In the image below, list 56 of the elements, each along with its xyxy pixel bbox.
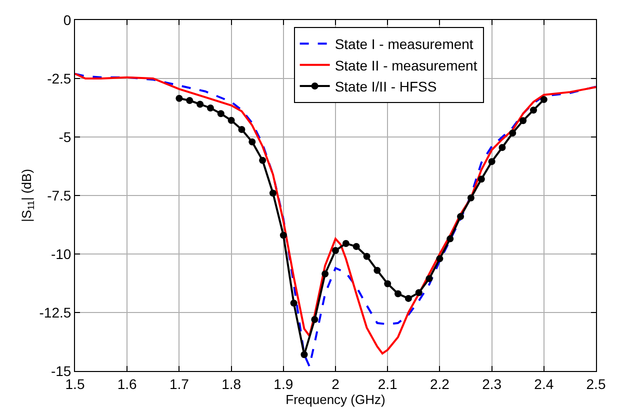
- y-tick-label: -12.5: [39, 304, 72, 320]
- point: [322, 270, 329, 278]
- point: [176, 94, 183, 102]
- point: [509, 130, 516, 137]
- x-tick-label: 1.7: [169, 376, 190, 392]
- point: [352, 243, 360, 250]
- point: [280, 232, 287, 239]
- x-tick-label: 2.2: [430, 376, 450, 392]
- point: [394, 290, 402, 298]
- point: [300, 351, 308, 358]
- point: [415, 289, 422, 296]
- point: [363, 252, 370, 260]
- point: [248, 138, 256, 146]
- y-tick-label: -10: [50, 246, 72, 262]
- point: [478, 176, 485, 183]
- x-axis-title: Frequency (GHz): [286, 392, 386, 407]
- point: [540, 96, 548, 104]
- x-tick-label: 2: [332, 376, 340, 392]
- y-tick-label: -7.5: [47, 187, 72, 204]
- point: [404, 294, 412, 302]
- point: [446, 235, 454, 242]
- point: [530, 106, 537, 114]
- point: [342, 240, 350, 247]
- x-tick-label: 2.3: [482, 376, 502, 392]
- y-tick-label: 0: [63, 12, 72, 28]
- point: [311, 316, 318, 324]
- point: [196, 100, 204, 108]
- point: [374, 266, 381, 274]
- point: [238, 126, 246, 134]
- point: [520, 117, 527, 124]
- x-tick-label: 2.4: [534, 376, 554, 392]
- point: [269, 190, 276, 197]
- x-tick-label: 2.5: [586, 376, 606, 392]
- y-tick-label: -5: [58, 128, 72, 145]
- point: [457, 213, 464, 220]
- y-tick-label: -2.5: [47, 70, 72, 86]
- x-tick-label: 2.1: [378, 376, 398, 392]
- point: [206, 104, 214, 112]
- point: [467, 194, 474, 202]
- point: [436, 255, 444, 262]
- point: [498, 144, 506, 152]
- point: [426, 275, 433, 282]
- point: [290, 300, 298, 307]
- legend-label: State II - measurement: [334, 57, 478, 74]
- x-tick-label: 1.9: [274, 376, 294, 392]
- point: [384, 280, 392, 288]
- point: [228, 116, 235, 124]
- point: [488, 158, 496, 166]
- legend-label: State I - measurement: [334, 36, 474, 52]
- point: [186, 97, 194, 104]
- legend-label: State I/II - HFSS: [334, 78, 437, 94]
- point: [259, 156, 266, 164]
- point: [217, 110, 224, 118]
- point: [332, 246, 339, 254]
- x-tick-label: 1.6: [117, 376, 138, 392]
- x-tick-label: 1.8: [222, 376, 242, 392]
